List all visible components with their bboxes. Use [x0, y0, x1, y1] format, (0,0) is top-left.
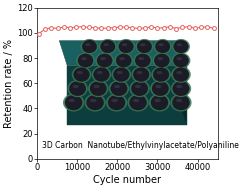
- Y-axis label: Retention rate / %: Retention rate / %: [4, 39, 14, 128]
- Text: 3D Carbon  Nanotube/Ethylvinylacetate/Polyaniline: 3D Carbon Nanotube/Ethylvinylacetate/Pol…: [42, 141, 239, 150]
- X-axis label: Cycle number: Cycle number: [93, 175, 161, 185]
